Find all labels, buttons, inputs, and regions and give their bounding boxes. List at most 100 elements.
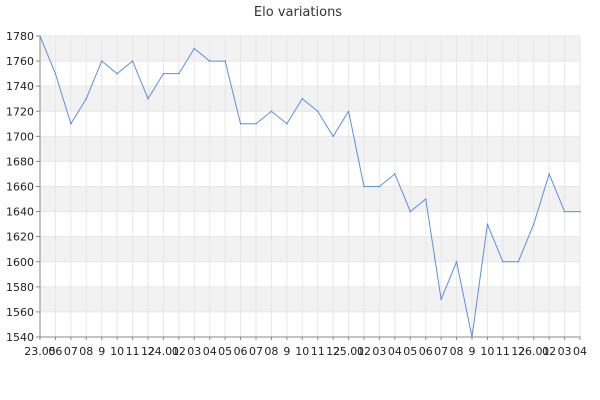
- grid-band: [40, 236, 580, 262]
- y-tick-label: 1540: [6, 331, 34, 344]
- y-tick-label: 1600: [6, 256, 34, 269]
- series-line: [39, 35, 580, 338]
- x-tick-label: 07: [64, 345, 78, 358]
- data-point: [301, 97, 304, 100]
- data-point: [85, 97, 88, 100]
- x-tick-label: 26.01: [518, 345, 550, 358]
- x-tick-label: 25.01: [333, 345, 365, 358]
- data-point: [394, 173, 396, 175]
- data-point: [548, 173, 550, 175]
- data-point: [532, 223, 535, 225]
- grid-bands: [40, 36, 580, 312]
- data-point: [563, 210, 566, 213]
- data-point: [147, 97, 149, 100]
- data-point: [424, 198, 427, 200]
- x-tick-label: 07: [249, 345, 263, 358]
- grid-band: [40, 186, 580, 212]
- data-point: [178, 72, 180, 75]
- x-tick-label: 02: [357, 345, 371, 358]
- x-tick-label: 06: [419, 345, 433, 358]
- data-point: [378, 185, 381, 188]
- data-point: [409, 210, 412, 213]
- x-tick-label: 06: [48, 345, 62, 358]
- data-point: [316, 110, 319, 113]
- y-tick-label: 1740: [6, 80, 34, 93]
- x-tick-label: 04: [203, 345, 217, 358]
- x-tick-label: 12: [141, 345, 155, 358]
- data-point: [39, 35, 41, 37]
- y-tick-label: 1760: [6, 55, 34, 68]
- data-point: [255, 122, 257, 125]
- data-point: [70, 122, 72, 125]
- grid-band: [40, 36, 580, 62]
- data-point: [193, 47, 196, 50]
- x-tick-label: 9: [469, 345, 476, 358]
- grid-band: [40, 136, 580, 162]
- y-tick-label: 1660: [6, 181, 34, 194]
- data-point: [579, 210, 581, 213]
- y-tick-label: 1680: [6, 155, 34, 168]
- data-point: [471, 336, 473, 338]
- data-point: [100, 60, 103, 62]
- data-point: [363, 185, 365, 188]
- data-point: [54, 72, 57, 75]
- y-tick-label: 1580: [6, 281, 34, 294]
- axes: [36, 35, 581, 340]
- x-tick-label: 08: [450, 345, 464, 358]
- grid-band: [40, 86, 580, 112]
- x-tick-label: 05: [403, 345, 417, 358]
- x-tick-label: 11: [496, 345, 510, 358]
- data-point: [486, 223, 489, 225]
- chart-title: Elo variations: [254, 5, 342, 20]
- x-tick-label: 04: [388, 345, 402, 358]
- y-tick-label: 1560: [6, 306, 34, 319]
- x-tick-label: 05: [218, 345, 232, 358]
- x-tick-label: 02: [542, 345, 556, 358]
- data-point: [131, 60, 134, 62]
- data-point: [440, 298, 442, 301]
- x-tick-label: 03: [558, 345, 572, 358]
- x-tick-label: 08: [79, 345, 93, 358]
- data-point: [517, 260, 520, 263]
- data-point: [270, 110, 273, 113]
- x-tick-label: 03: [187, 345, 201, 358]
- x-tick-label: 11: [311, 345, 325, 358]
- y-tick-labels: 1540 1560 1580 1600 1620 1640 1660 1680 1700 1720…: [6, 30, 34, 344]
- data-point: [332, 135, 334, 138]
- y-tick-label: 1640: [6, 206, 34, 219]
- x-tick-label: 24.01: [148, 345, 180, 358]
- data-point: [286, 122, 288, 125]
- x-tick-label: 10: [110, 345, 124, 358]
- x-tick-label: 9: [98, 345, 105, 358]
- x-tick-label: 10: [295, 345, 309, 358]
- x-tick-label: 12: [511, 345, 525, 358]
- x-tick-label: 12: [326, 345, 340, 358]
- data-point: [239, 122, 242, 125]
- x-tick-label: 03: [372, 345, 386, 358]
- data-point: [208, 60, 211, 62]
- grid-lines: [39, 35, 581, 338]
- data-point: [455, 260, 458, 263]
- data-point: [502, 260, 504, 263]
- x-tick-label: 06: [234, 345, 248, 358]
- x-tick-label: 04: [573, 345, 587, 358]
- y-tick-label: 1620: [6, 231, 34, 244]
- grid-band: [40, 286, 580, 312]
- y-tick-label: 1700: [6, 130, 34, 143]
- data-point: [116, 72, 118, 75]
- data-point: [162, 72, 165, 75]
- x-tick-label: 08: [264, 345, 278, 358]
- data-point: [224, 60, 226, 62]
- x-tick-label: 02: [172, 345, 186, 358]
- x-tick-label: 10: [480, 345, 494, 358]
- x-tick-label: 11: [126, 345, 140, 358]
- x-tick-label: 9: [283, 345, 290, 358]
- x-tick-label: 23.05: [24, 345, 56, 358]
- series-group: [39, 35, 581, 338]
- y-tick-label: 1780: [6, 30, 34, 43]
- data-point: [347, 110, 350, 113]
- x-tick-label: 07: [434, 345, 448, 358]
- y-tick-label: 1720: [6, 105, 34, 118]
